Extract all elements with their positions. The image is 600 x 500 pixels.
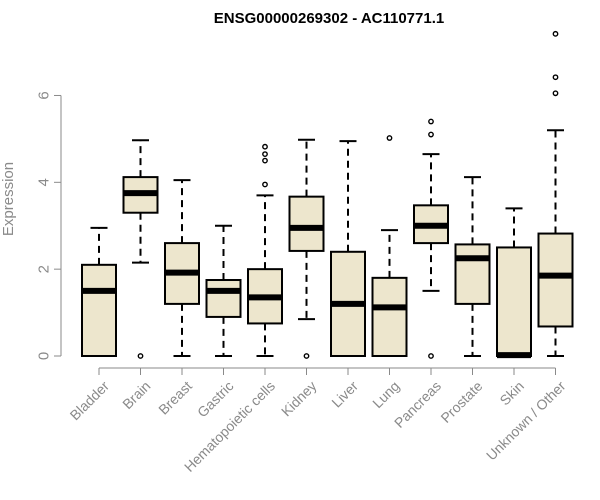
y-axis: 0 2 4 6 [35,91,62,360]
box [496,246,532,358]
x-tick-label: Liver [328,378,361,411]
box-group [164,179,200,357]
outlier-point [428,131,434,138]
box [371,276,408,357]
box-group [81,226,117,358]
y-axis-label: Expression [0,162,17,236]
outlier-point [428,118,434,125]
box-group [454,176,491,357]
x-tick-label: Kidney [278,378,320,420]
box-group [330,140,366,357]
box-group [371,135,408,357]
outlier-point [552,30,559,37]
box [454,243,491,305]
box-group [122,139,159,359]
box-group [288,138,325,359]
x-tick-label: Skin [496,378,527,409]
box-group [496,207,532,359]
box-group [413,118,449,359]
outlier-point [552,90,559,97]
boxes [81,30,574,359]
y-tick-label: 2 [35,265,52,273]
x-tick-label: Unknown / Other [483,378,569,464]
box [205,279,242,318]
outlier-point [303,353,310,359]
y-tick-label: 4 [35,178,52,186]
chart-title: ENSG00000269302 - AC110771.1 [214,10,444,27]
x-tick-label: Lung [369,378,402,411]
x-tick-label: Breast [155,378,195,418]
outlier-point [386,135,393,141]
box [537,232,574,328]
box-group [247,143,283,357]
x-tick-label: Brain [119,378,153,412]
outlier-point [428,353,434,359]
outlier-point [137,353,144,359]
y-tick-label: 6 [35,91,52,99]
outlier-point [262,157,268,164]
box [81,263,117,358]
y-tick-label: 0 [35,352,52,360]
x-tick-label: Bladder [67,378,113,424]
outlier-point [262,143,268,150]
box [288,195,325,252]
outlier-point [552,74,559,81]
outlier-point [262,181,268,188]
box-group [205,224,242,357]
box-group [537,30,574,357]
x-tick-label: Prostate [437,378,485,426]
outlier-point [262,151,268,157]
